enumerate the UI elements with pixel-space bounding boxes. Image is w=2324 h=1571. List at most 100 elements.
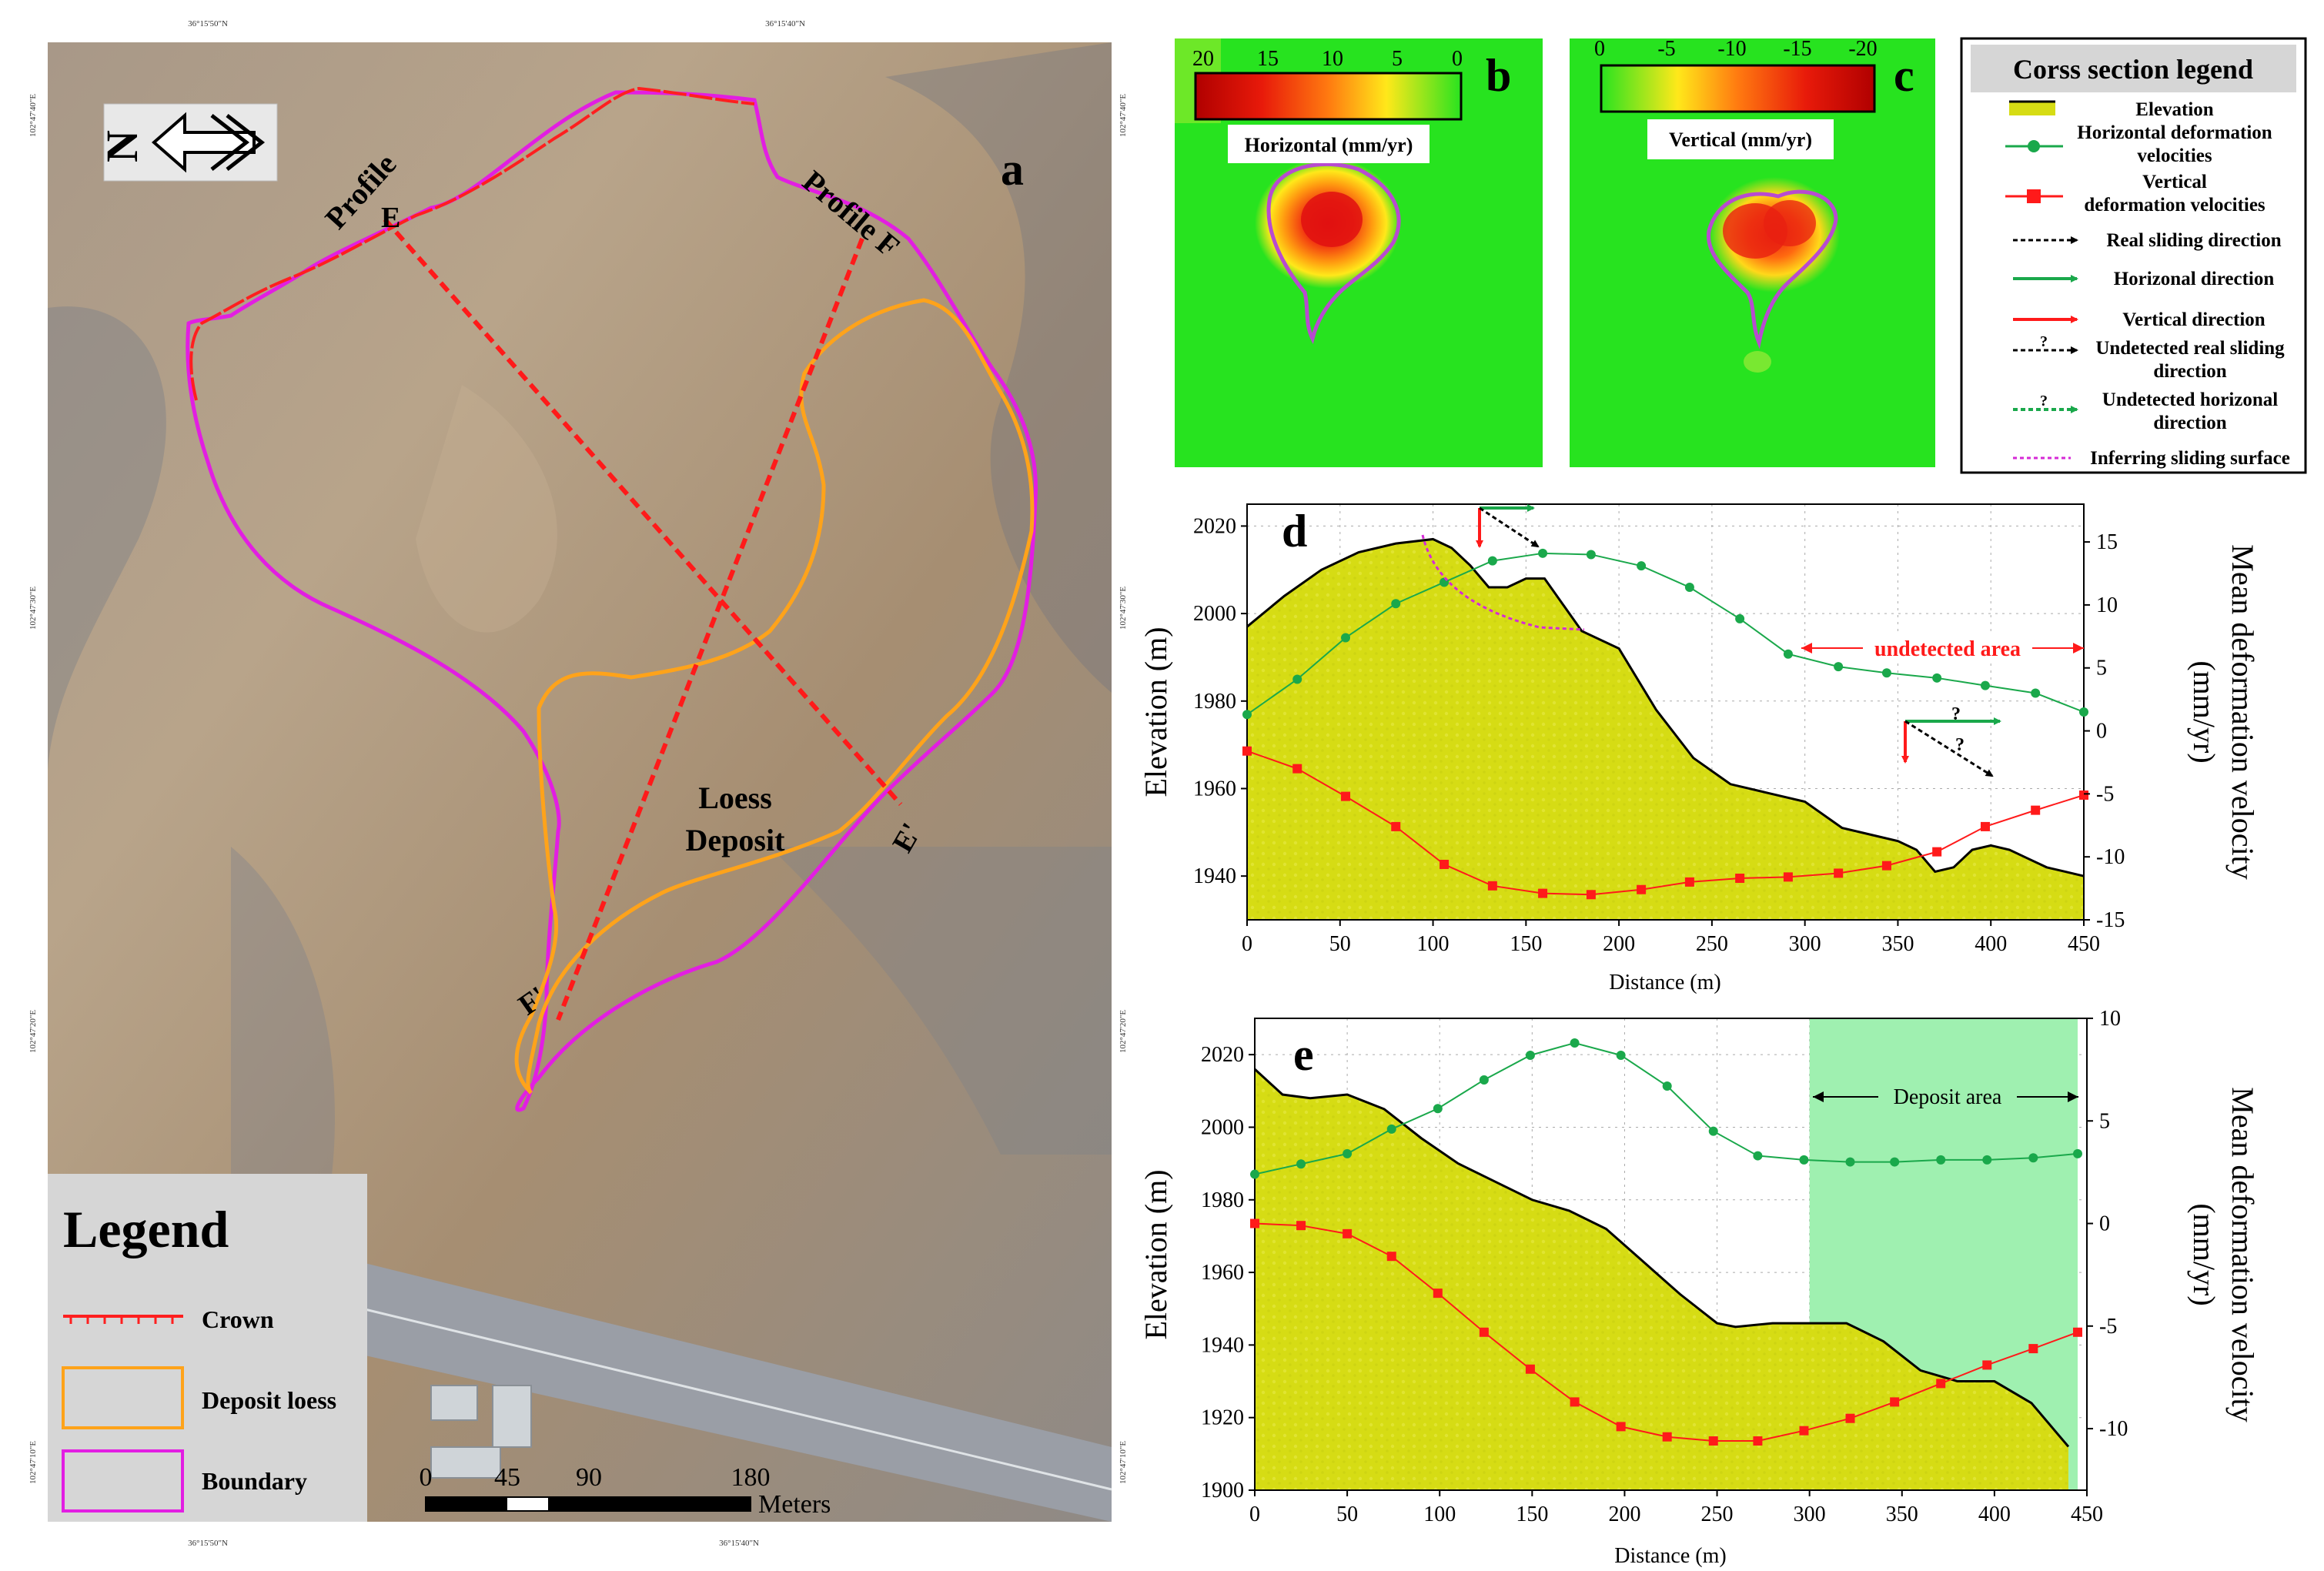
panel-a-label: a <box>1001 144 1024 195</box>
d-x-tick-label: 350 <box>1881 932 1914 956</box>
d-horizontal-point <box>1684 583 1694 592</box>
coord-right-2: 102°47'30"E <box>1119 587 1128 630</box>
chart-d-ylabel: Elevation (m) <box>1139 627 1173 797</box>
d-horizontal-line <box>1246 552 2085 716</box>
d-y-tick-label: 1980 <box>1193 690 1236 714</box>
e-horizontal-point <box>1479 1075 1489 1085</box>
legend-undetected-sliding-label: Undetected real sliding <box>2095 338 2285 359</box>
d-vertical-point <box>1684 877 1694 887</box>
e-y-tick-label: 1900 <box>1201 1479 1244 1502</box>
panel-b-tick: 0 <box>1452 47 1463 71</box>
chart-d-undetected-sliding-arrow <box>1904 720 1994 777</box>
d-x-tick-label: 50 <box>1329 932 1351 956</box>
chart-d-real-sliding-arrow <box>1479 506 1540 548</box>
e-x-tick-label: 250 <box>1701 1502 1734 1526</box>
e-horizontal-point <box>1982 1155 1992 1165</box>
panel-b-colorbar <box>1194 72 1463 121</box>
panel-c-tick: -15 <box>1783 37 1811 61</box>
e-horizontal-point <box>1433 1104 1443 1114</box>
coord-right-3: 102°47'20"E <box>1119 1010 1128 1053</box>
d-horizontal-point <box>1292 674 1302 684</box>
chart-d-undetected-label: undetected area <box>1874 637 2021 661</box>
e-vertical-point <box>1570 1397 1580 1407</box>
scale-tick-45: 45 <box>494 1463 520 1492</box>
chart-e-y2label: Mean deformation velocity <box>2225 1087 2260 1422</box>
e-vertical-point <box>1479 1327 1489 1337</box>
e-horizontal-point <box>1753 1151 1763 1161</box>
chart-d-sliding-surface <box>1421 534 1585 631</box>
e-elevation-line <box>1253 1068 2070 1448</box>
d-y-tick-label: 1940 <box>1193 864 1236 888</box>
panel-c-caption: Vertical (mm/yr) <box>1669 129 1812 151</box>
panel-b-outline <box>1266 162 1401 345</box>
d-vertical-point <box>1242 746 1252 756</box>
map-coordinates: 36°15'50"N 36°15'40"N 36°15'50"N 36°15'4… <box>28 19 1128 1548</box>
profile-e-line <box>383 218 903 806</box>
d-vertical-point <box>1292 764 1302 774</box>
chart-d-xlabel: Distance (m) <box>1609 971 1720 994</box>
panel-b-tick: 20 <box>1192 47 1214 71</box>
e-y-tick-label: 1920 <box>1201 1406 1244 1430</box>
e-horizontal-point <box>1890 1157 1900 1167</box>
panel-c-tick: -20 <box>1848 37 1877 61</box>
profile-f-line <box>556 237 864 1021</box>
d-y2-tick-label: -10 <box>2096 845 2125 869</box>
legend-undetected-sliding-label-2: direction <box>2153 361 2226 382</box>
legend-question-mark: ? <box>2040 333 2048 350</box>
d-y-tick-label: 1960 <box>1193 777 1236 801</box>
e-y2-tick-label: -5 <box>2099 1315 2117 1339</box>
e-x-tick-label: 100 <box>1423 1502 1456 1526</box>
legend-horizontal-label: Horizontal deformation <box>2077 122 2272 143</box>
legend-vertical-marker <box>2027 189 2041 203</box>
scale-bar: 0 45 90 180 Meters <box>420 1463 831 1519</box>
d-horizontal-point <box>1735 613 1745 623</box>
legend-vertical-direction-label: Vertical direction <box>2122 309 2265 330</box>
e-horizontal-point <box>2028 1153 2038 1163</box>
d-vertical-point <box>1391 821 1401 831</box>
panel-b-label: b <box>1486 50 1511 101</box>
coord-left-1: 102°47'40"E <box>28 94 38 137</box>
d-x-tick-label: 450 <box>2068 932 2100 956</box>
d-x-tick-label: 200 <box>1603 932 1635 956</box>
e-vertical-point <box>1708 1436 1718 1446</box>
d-horizontal-point <box>2031 688 2041 698</box>
coord-left-4: 102°47'10"E <box>28 1441 38 1484</box>
legend-question-mark-2: ? <box>2040 393 2048 409</box>
panel-b-caption: Horizontal (mm/yr) <box>1245 134 1413 156</box>
scale-tick-0: 0 <box>420 1463 433 1492</box>
e-vertical-point <box>1662 1432 1672 1442</box>
e-vertical-point <box>1343 1228 1353 1238</box>
e-horizontal-point <box>2072 1148 2082 1158</box>
e-vertical-point <box>2028 1344 2038 1354</box>
e-vertical-point <box>1250 1218 1259 1228</box>
e-vertical-point <box>1982 1360 1992 1370</box>
scale-unit: Meters <box>758 1490 831 1519</box>
chart-e-frame <box>1254 1018 2088 1491</box>
d-horizontal-point <box>1586 550 1596 560</box>
scale-tick-180: 180 <box>731 1463 771 1492</box>
d-y2-tick-label: -5 <box>2096 782 2114 806</box>
e-vertical-point <box>2072 1327 2082 1337</box>
panel-c-tick: -10 <box>1717 37 1746 61</box>
coord-top-2: 36°15'40"N <box>765 19 805 28</box>
e-x-tick-label: 400 <box>1978 1502 2011 1526</box>
chart-e-ylabel: Elevation (m) <box>1139 1169 1173 1339</box>
e-y-tick-label: 1940 <box>1201 1333 1244 1357</box>
e-x-tick-label: 350 <box>1886 1502 1918 1526</box>
chart-e-panel-label: e <box>1293 1029 1314 1080</box>
legend-elevation-swatch <box>2009 102 2055 115</box>
e-vertical-point <box>1799 1426 1809 1436</box>
boundary-outline <box>186 90 1038 1112</box>
e-vertical-point <box>1296 1221 1306 1231</box>
e-y-tick-label: 1980 <box>1201 1188 1244 1212</box>
d-y2-tick-label: 10 <box>2096 593 2118 617</box>
panel-b-ticks: 20 15 10 5 0 <box>1192 47 1463 71</box>
d-horizontal-point <box>1637 561 1647 571</box>
e-y2-tick-label: 0 <box>2099 1212 2110 1236</box>
e-y-tick-label: 2000 <box>1201 1115 1244 1139</box>
legend-vertical-label-2: deformation velocities <box>2084 195 2265 216</box>
chart-d-q1: ? <box>1951 704 1961 724</box>
deposit-text-1: Loess <box>698 780 772 815</box>
chart-d-y-ticks: 1940 1960 1980 2000 2020 <box>1193 514 1247 888</box>
